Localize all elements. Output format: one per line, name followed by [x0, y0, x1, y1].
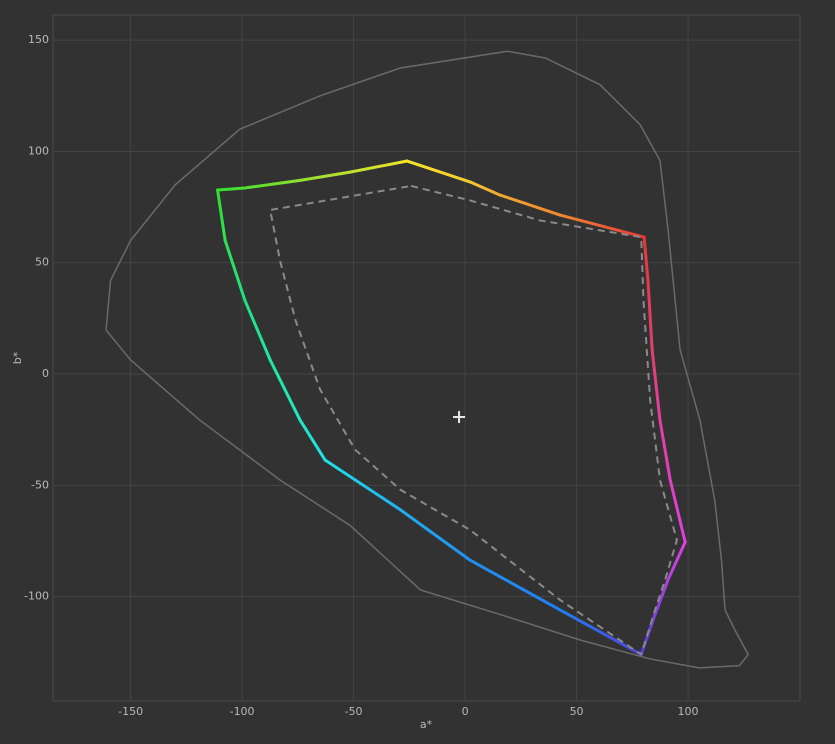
gamut-segment [666, 540, 687, 582]
gamut-segment [243, 178, 302, 190]
gamut-segment [216, 186, 247, 192]
x-tick-label: 0 [462, 705, 469, 718]
gamut-segment [558, 608, 643, 656]
y-tick-label: 150 [28, 33, 49, 46]
gamut-segment [653, 578, 670, 616]
gamut-segment [323, 458, 402, 512]
gamut-segment [668, 478, 687, 544]
gamut-segment [298, 170, 352, 182]
gamut-segment [243, 299, 272, 362]
gamut-segment [268, 358, 302, 422]
y-tick-label: 100 [28, 144, 49, 157]
gamut-segment [298, 418, 327, 462]
y-axis-label: b* [11, 351, 24, 364]
y-tick-label: 0 [42, 367, 49, 380]
gamut-segment [558, 213, 646, 239]
x-tick-label: -150 [118, 705, 143, 718]
y-tick-label: -100 [24, 590, 49, 603]
gamut-segment [223, 238, 247, 303]
gamut-segment [405, 159, 472, 184]
gamut-segment [646, 278, 654, 352]
x-tick-label: 50 [570, 705, 584, 718]
y-tick-label: -50 [31, 478, 49, 491]
x-tick-label: -100 [230, 705, 255, 718]
gamut-reference [269, 184, 678, 657]
x-tick-label: 100 [678, 705, 699, 718]
gamut-segment [216, 188, 227, 242]
gamut-segment [658, 418, 672, 482]
white-point [453, 410, 466, 423]
gamut-segment [498, 193, 562, 217]
plot-frame [52, 14, 801, 702]
y-tick-label: 50 [35, 256, 49, 269]
x-tick-label: -50 [345, 705, 363, 718]
gamut-segment [348, 159, 409, 174]
gamut-segment [468, 558, 562, 612]
gamut-segment [398, 508, 472, 562]
gamut-outline [105, 50, 750, 669]
gamut-segment [650, 348, 662, 422]
x-axis-label: a* [420, 718, 433, 731]
gamut-segment [468, 180, 502, 197]
gamut-segment [642, 235, 650, 282]
